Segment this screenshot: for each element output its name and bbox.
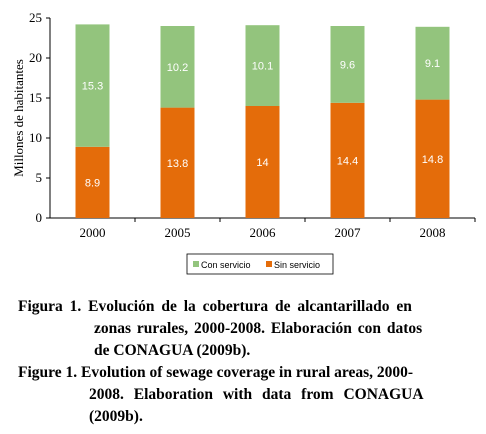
y-axis-label: Millones de habitantes: [11, 59, 26, 177]
y-tick-label: 0: [36, 210, 43, 225]
bar-segment: [75, 24, 110, 147]
bar-value-label: 13.8: [167, 158, 188, 170]
y-tick-label: 5: [36, 170, 43, 185]
bar-segment: [330, 26, 365, 103]
legend-frame: [186, 253, 334, 275]
caption-en-line-1: Figure 1. Evolution of sewage coverage i…: [18, 364, 414, 381]
bar-segment: [245, 106, 280, 218]
y-axis-ticks: 0 5 10 15 20 25: [29, 10, 50, 225]
caption-es-line-3: de CONAGUA (2009b).: [94, 342, 251, 359]
bars: 8.9 15.3 13.8 10.2 14 10.1 14.4 9.6 14.8 9.1: [75, 24, 450, 218]
x-tick-label: 2007: [335, 225, 362, 240]
legend-swatch-con-servicio: [193, 261, 199, 267]
legend-label-con-servicio: Con servicio: [201, 260, 251, 270]
caption-en-line-2: 2008. Elaboration with data from CONAGUA: [89, 386, 424, 403]
stacked-bar-chart: 0 5 10 15 20 25 8.9 15.3 13.8 10.2 14 10.1 14.4 9.6 1…: [11, 10, 476, 275]
caption-es-line-1: Figura 1. Evolución de la cobertura de a…: [18, 298, 412, 315]
x-tick-label: 2005: [165, 225, 191, 240]
legend-label-sin-servicio: Sin servicio: [274, 260, 320, 270]
bar-segment: [245, 25, 280, 107]
y-tick-label: 25: [29, 10, 42, 25]
bar-value-label: 10.2: [167, 62, 188, 74]
legend-swatch-sin-servicio: [266, 261, 272, 267]
bar-value-label: 14.8: [422, 154, 443, 166]
x-tick-label: 2006: [250, 225, 277, 240]
caption-es-line-2: zonas rurales, 2000-2008. Elaboración co…: [94, 320, 423, 337]
y-tick-label: 10: [29, 130, 42, 145]
bar-segment: [415, 99, 450, 218]
y-tick-label: 20: [29, 50, 42, 65]
bar-value-label: 9.6: [340, 59, 355, 71]
x-axis-ticks: 2000 2005 2006 2007 2008: [80, 218, 476, 240]
caption-en-line-3: (2009b).: [89, 408, 143, 425]
bar-segment: [75, 146, 110, 218]
x-tick-label: 2008: [420, 225, 446, 240]
bar-value-label: 10.1: [252, 61, 273, 73]
x-tick-label: 2000: [80, 225, 106, 240]
bar-value-label: 14: [256, 157, 268, 169]
bar-segment: [415, 26, 450, 100]
y-tick-label: 15: [29, 90, 42, 105]
bar-value-label: 8.9: [85, 177, 100, 189]
bar-segment: [160, 107, 195, 218]
bar-value-label: 9.1: [425, 58, 440, 70]
bar-segment: [160, 26, 195, 108]
bar-segment: [330, 102, 365, 218]
legend: Con servicio Sin servicio: [186, 253, 334, 275]
bar-value-label: 14.4: [337, 155, 358, 167]
bar-value-label: 15.3: [82, 81, 103, 93]
